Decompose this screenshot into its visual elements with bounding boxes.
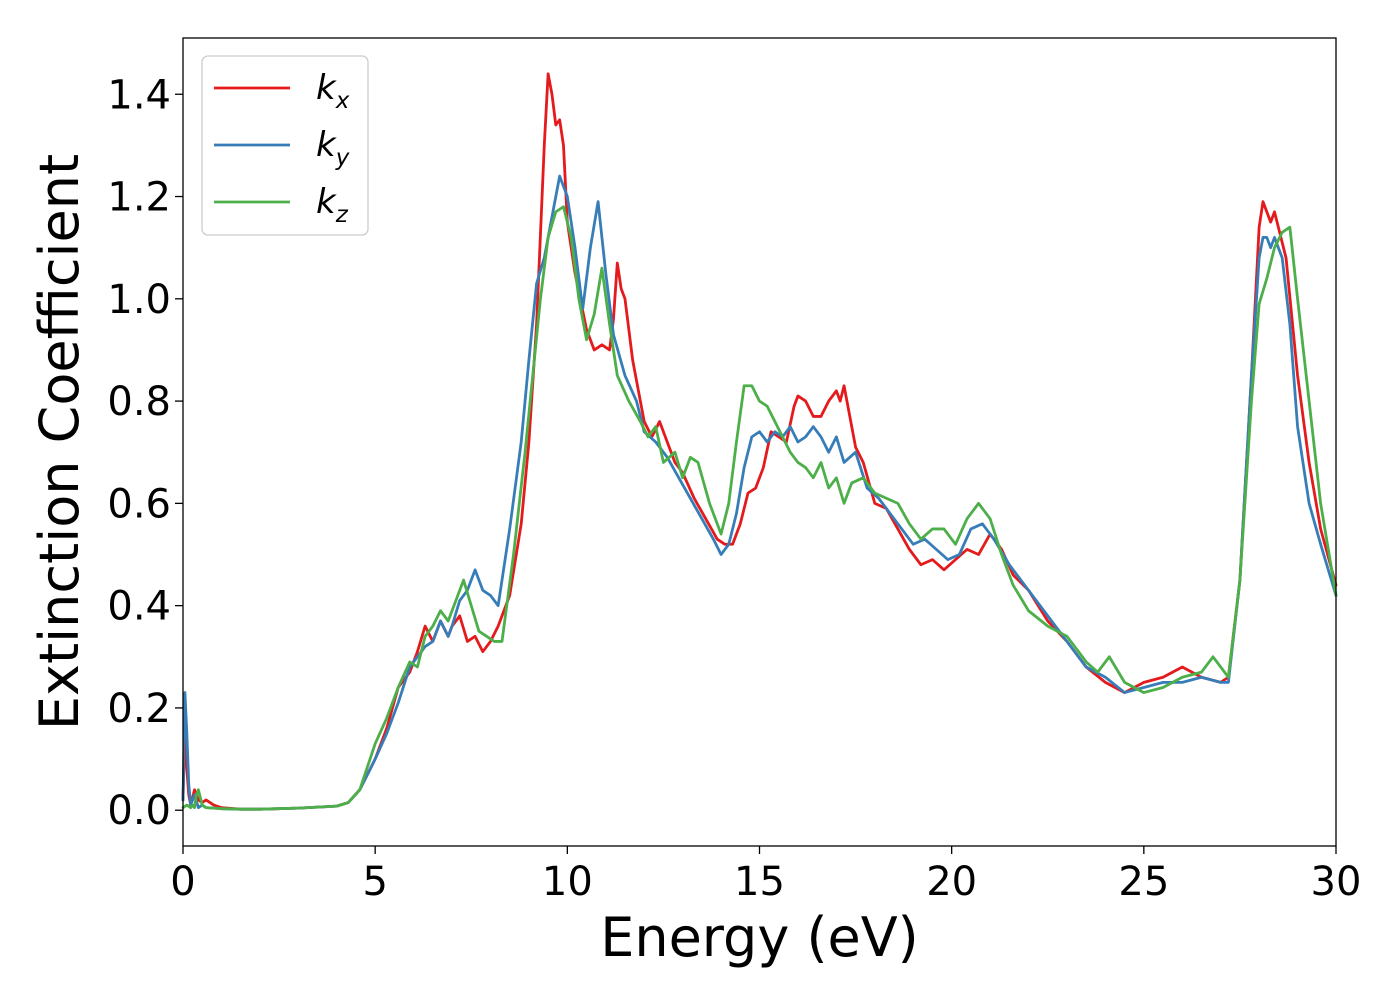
series-line-kx <box>181 72 1338 811</box>
y-tick-label: 0.4 <box>107 584 171 630</box>
series-layer <box>181 72 1338 811</box>
y-tick-label: 1.0 <box>107 277 171 323</box>
y-tick-label: 1.2 <box>107 175 171 221</box>
legend-label-ky: ky <box>316 125 350 171</box>
series-line-ky <box>181 174 1338 811</box>
x-tick-label: 10 <box>542 859 593 905</box>
y-axis: 0.0 0.2 0.4 0.6 0.8 1.0 1.2 1.4 <box>107 72 183 834</box>
x-tick-label: 30 <box>1311 859 1362 905</box>
x-tick-label: 0 <box>170 859 195 905</box>
y-tick-label: 0.0 <box>107 788 171 834</box>
y-tick-label: 1.4 <box>107 72 171 118</box>
x-tick-label: 25 <box>1118 859 1169 905</box>
y-axis-label: Extinction Coefficient <box>28 154 91 730</box>
legend: kx ky kz <box>201 55 369 236</box>
legend-label-kx: kx <box>316 68 350 114</box>
x-tick-label: 20 <box>926 859 977 905</box>
y-tick-label: 0.8 <box>107 379 171 425</box>
y-tick-label: 0.2 <box>107 686 171 732</box>
x-axis: 0 5 10 15 20 25 30 <box>170 846 1361 905</box>
y-tick-label: 0.6 <box>107 481 171 527</box>
legend-label-kz: kz <box>316 182 349 228</box>
series-line-kz <box>181 205 1338 811</box>
x-tick-label: 5 <box>362 859 387 905</box>
x-tick-label: 15 <box>734 859 785 905</box>
x-axis-label: Energy (eV) <box>600 906 919 969</box>
